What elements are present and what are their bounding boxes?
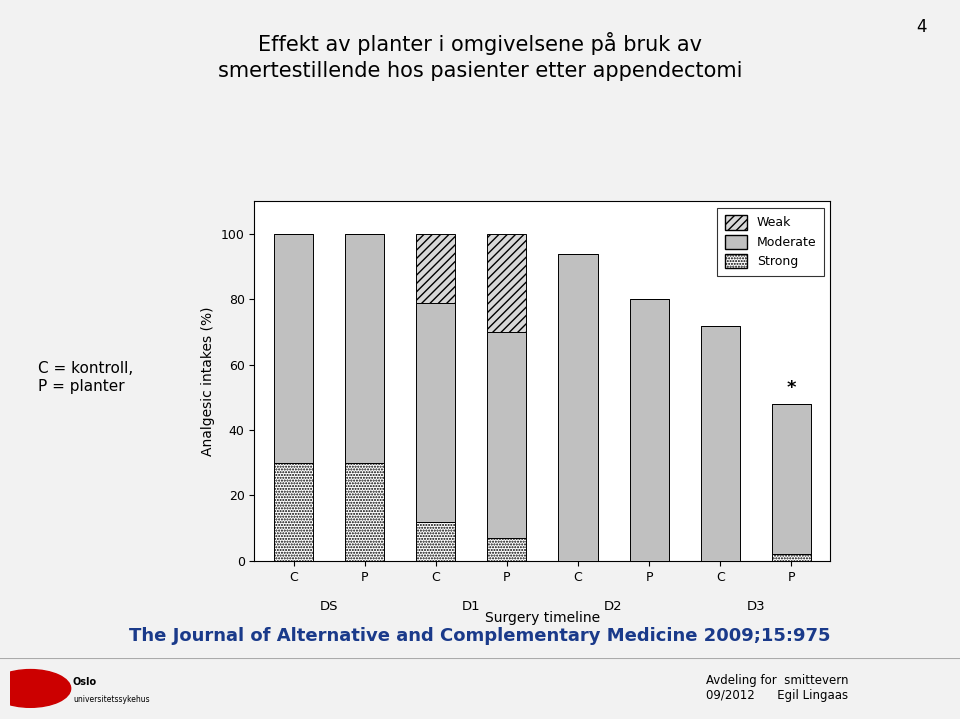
- Text: Effekt av planter i omgivelsene på bruk av: Effekt av planter i omgivelsene på bruk …: [258, 32, 702, 55]
- Bar: [488, 332, 526, 538]
- Bar: [701, 326, 740, 561]
- Bar: [630, 299, 668, 561]
- Circle shape: [0, 669, 71, 707]
- Bar: [559, 254, 597, 561]
- Text: DS: DS: [320, 600, 338, 613]
- Text: The Journal of Alternative and Complementary Medicine 2009;15:975: The Journal of Alternative and Complemen…: [130, 627, 830, 646]
- Text: D1: D1: [462, 600, 481, 613]
- Bar: [274, 234, 313, 463]
- Bar: [345, 234, 384, 463]
- Bar: [772, 404, 811, 554]
- Bar: [488, 234, 526, 332]
- Bar: [417, 234, 455, 303]
- Bar: [274, 463, 313, 561]
- Text: 4: 4: [916, 18, 926, 36]
- Text: Oslo: Oslo: [73, 677, 97, 687]
- Bar: [417, 303, 455, 521]
- Legend: Weak, Moderate, Strong: Weak, Moderate, Strong: [717, 208, 824, 276]
- Bar: [488, 538, 526, 561]
- Text: universitetssykehus: universitetssykehus: [73, 695, 150, 704]
- Text: D3: D3: [747, 600, 765, 613]
- Text: Surgery timeline: Surgery timeline: [485, 611, 600, 625]
- Text: D2: D2: [604, 600, 623, 613]
- Text: smertestillende hos pasienter etter appendectomi: smertestillende hos pasienter etter appe…: [218, 61, 742, 81]
- Text: Avdeling for  smittevern
09/2012      Egil Lingaas: Avdeling for smittevern 09/2012 Egil Lin…: [706, 674, 848, 702]
- Bar: [772, 554, 811, 561]
- Y-axis label: Analgesic intakes (%): Analgesic intakes (%): [202, 306, 215, 456]
- Text: C = kontroll,
P = planter: C = kontroll, P = planter: [38, 361, 133, 394]
- Bar: [417, 521, 455, 561]
- Bar: [345, 463, 384, 561]
- Text: *: *: [786, 380, 796, 398]
